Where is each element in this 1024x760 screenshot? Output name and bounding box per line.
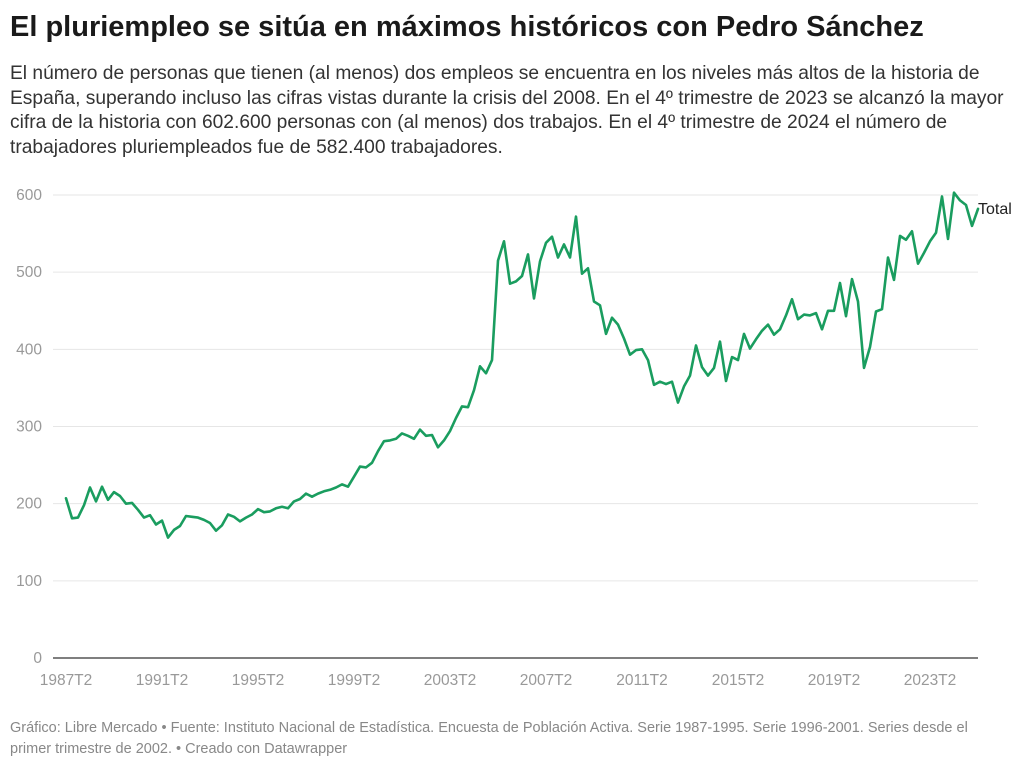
source-notes: Gráfico: Libre Mercado • Fuente: Institu…	[10, 720, 968, 757]
y-tick-label: 0	[33, 650, 42, 667]
series-label-total: Total	[978, 201, 1012, 218]
y-tick-label: 200	[16, 496, 42, 513]
x-tick-label: 2023T2	[904, 672, 957, 689]
x-tick-label: 1991T2	[136, 672, 189, 689]
x-tick-label: 1999T2	[328, 672, 381, 689]
gridlines	[53, 194, 978, 582]
x-tick-label: 2003T2	[424, 672, 477, 689]
x-tick-label: 1987T2	[40, 672, 93, 689]
x-tick-label: 1995T2	[232, 672, 285, 689]
x-tick-label: 2015T2	[712, 672, 765, 689]
x-axis-ticks: 1987T2 1991T2 1995T2 1999T2 2003T2 2007T2 2011…	[40, 672, 957, 689]
y-tick-label: 100	[16, 573, 42, 590]
y-axis-ticks: 0 100 200 300 400 500 600	[16, 187, 42, 667]
y-tick-label: 300	[16, 419, 42, 436]
x-tick-label: 2011T2	[616, 672, 667, 689]
chart-title: El pluriempleo se sitúa en máximos histó…	[10, 11, 924, 43]
x-tick-label: 2007T2	[520, 672, 573, 689]
series-line-total	[64, 191, 980, 539]
y-tick-label: 500	[16, 264, 42, 281]
x-tick-label: 2019T2	[808, 672, 861, 689]
y-tick-label: 400	[16, 341, 42, 358]
y-tick-label: 600	[16, 187, 42, 204]
chart-subtitle: El número de personas que tienen (al men…	[10, 63, 1004, 158]
